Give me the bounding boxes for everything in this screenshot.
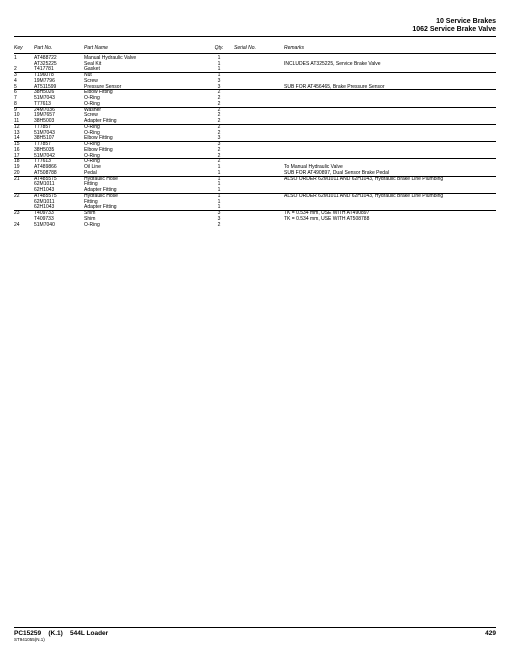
col-remarks: Remarks [284, 45, 496, 51]
col-key: Key [14, 45, 34, 51]
section-title-2: 1062 Service Brake Valve [14, 26, 496, 34]
table-header: Key Part No. Part Name Qty. Serial No. R… [14, 43, 496, 54]
cell-col-serial [234, 223, 284, 229]
footer-model: 544L Loader [70, 630, 108, 637]
col-serial: Serial No. [234, 45, 284, 51]
section-title-1: 10 Service Brakes [14, 18, 496, 26]
footer-left: PC15259 (K.1) 544L Loader [14, 630, 108, 637]
table-row: 2451M7040O-Ring2 [14, 223, 496, 229]
cell-col-partno: 51M7040 [34, 223, 84, 229]
col-qty: Qty. [204, 45, 234, 51]
table-body: 1AT488722Manual Hydraulic Valve1AT325225… [14, 56, 496, 229]
cell-col-key: 24 [14, 223, 34, 229]
footer-rule [14, 627, 496, 628]
footer-rev: (K.1) [48, 630, 62, 637]
cell-col-qty: 2 [204, 223, 234, 229]
col-partno: Part No. [34, 45, 84, 51]
footer-sub: ST941055(N.1) [14, 637, 496, 642]
page-footer: PC15259 (K.1) 544L Loader 429 ST941055(N… [14, 627, 496, 642]
footer-docid: PC15259 [14, 630, 41, 637]
cell-col-remarks [284, 223, 496, 229]
col-name: Part Name [84, 45, 204, 51]
cell-col-name: O-Ring [84, 223, 204, 229]
header-rule [14, 36, 496, 37]
footer-pagenum: 429 [485, 630, 496, 637]
